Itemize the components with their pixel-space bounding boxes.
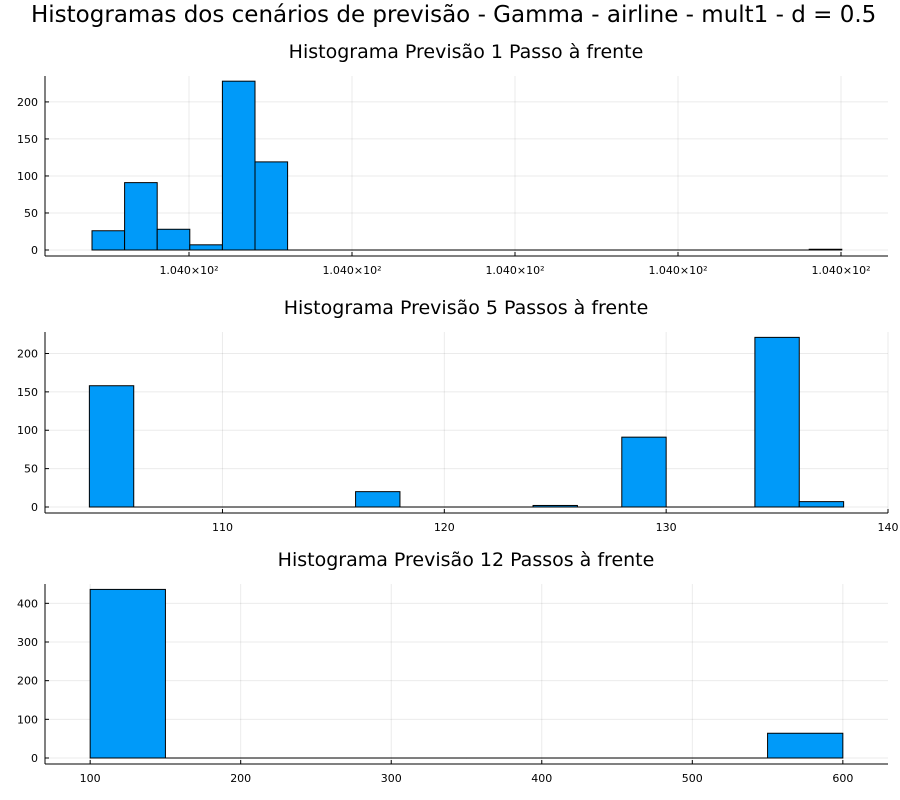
x-tick-label: 1.040×10² <box>322 264 381 277</box>
histogram-bar-13 <box>621 436 667 508</box>
panel-3-title: Histograma Previsão 12 Passos à frente <box>278 549 655 571</box>
histogram-bar-11 <box>532 504 578 508</box>
y-tick-label: 150 <box>17 133 38 146</box>
y-tick-label: 200 <box>17 96 38 109</box>
panel-2-plot: 0 50 100 150 200 110 120 130 140 <box>17 332 899 534</box>
x-tick-label: 500 <box>682 772 703 785</box>
x-tick-label: 120 <box>434 521 455 534</box>
histogram-bar-16 <box>754 336 800 508</box>
x-tick-label: 300 <box>381 772 402 785</box>
y-tick-label: 50 <box>24 207 38 220</box>
y-tick-label: 200 <box>17 675 38 688</box>
y-tick-label: 150 <box>17 386 38 399</box>
x-tick-label: 100 <box>80 772 101 785</box>
histogram-bar-7 <box>355 491 401 508</box>
y-tick-label: 300 <box>17 636 38 649</box>
histogram-bar-1 <box>91 230 126 251</box>
panel-3-plot: 0 100 200 300 400 100 200 300 400 500 600 <box>17 584 888 785</box>
y-tick-label: 0 <box>31 244 38 257</box>
histogram-bar-17 <box>798 501 845 508</box>
y-tick-label: 50 <box>24 463 38 476</box>
histogram-bar-1 <box>88 385 135 508</box>
x-tick-label: 110 <box>212 521 233 534</box>
x-tick-label: 140 <box>878 521 899 534</box>
x-tick-label: 1.040×10² <box>811 264 870 277</box>
x-tick-label: 1.040×10² <box>159 264 218 277</box>
y-tick-label: 100 <box>17 170 38 183</box>
histogram-bar-3 <box>156 228 191 251</box>
histogram-bar-23 <box>808 248 843 251</box>
histogram-bar-1 <box>89 588 166 759</box>
x-tick-label: 400 <box>531 772 552 785</box>
panel-2-title: Histograma Previsão 5 Passos à frente <box>284 297 649 319</box>
histogram-bar-4 <box>189 244 223 251</box>
x-tick-label: 130 <box>656 521 677 534</box>
histogram-bar-10 <box>767 732 844 759</box>
x-tick-label: 200 <box>230 772 251 785</box>
figure-title: Histogramas dos cenários de previsão - G… <box>31 2 877 28</box>
y-tick-label: 100 <box>17 713 38 726</box>
y-tick-label: 200 <box>17 347 38 360</box>
histogram-bar-2 <box>124 182 158 251</box>
x-tick-label: 600 <box>832 772 853 785</box>
panel-1-title: Histograma Previsão 1 Passo à frente <box>289 41 644 63</box>
x-tick-label: 1.040×10² <box>648 264 707 277</box>
y-tick-label: 0 <box>31 501 38 514</box>
histogram-bar-6 <box>254 161 289 251</box>
x-tick-label: 1.040×10² <box>485 264 544 277</box>
histogram-bar-5 <box>221 80 256 251</box>
y-tick-label: 100 <box>17 424 38 437</box>
y-tick-label: 0 <box>31 752 38 765</box>
panel-1-plot: 0 50 100 150 200 1.040×10² 1.040×10² 1.040×10² 1… <box>17 76 888 277</box>
y-tick-label: 400 <box>17 597 38 610</box>
